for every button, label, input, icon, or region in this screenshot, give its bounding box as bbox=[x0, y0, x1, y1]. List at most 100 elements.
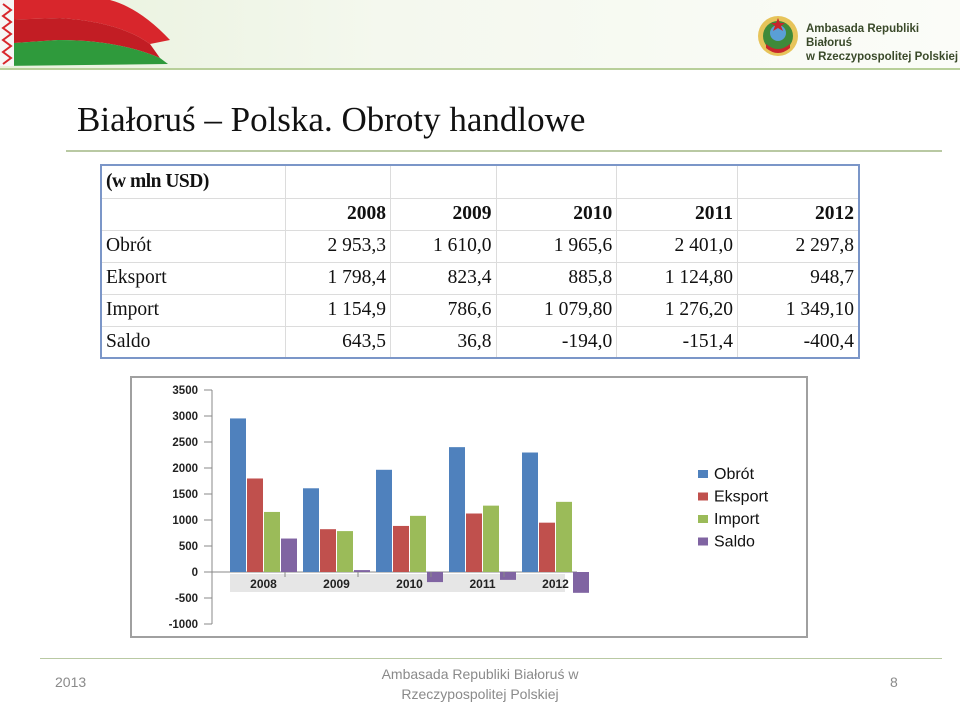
table-cell: 2 401,0 bbox=[616, 229, 738, 263]
table-row: Import 1 154,9 786,6 1 079,80 1 276,20 1… bbox=[100, 293, 860, 327]
bar-saldo bbox=[427, 572, 443, 583]
table-cell: 2 297,8 bbox=[736, 229, 860, 263]
belarus-flag-icon bbox=[0, 0, 170, 66]
bar-eksport bbox=[320, 529, 336, 572]
table-cell: 885,8 bbox=[495, 261, 618, 295]
bar-obrót bbox=[376, 469, 392, 572]
table-unit-cell: (w mln USD) bbox=[100, 164, 286, 199]
row-label: Eksport bbox=[100, 261, 286, 295]
x-tick-label: 2009 bbox=[323, 577, 350, 591]
x-tick-label: 2010 bbox=[396, 577, 423, 591]
table-cell: 1 124,80 bbox=[616, 261, 738, 295]
x-axis-band bbox=[230, 574, 565, 592]
legend-swatch bbox=[698, 492, 708, 501]
bar-obrót bbox=[230, 418, 246, 572]
embassy-name: Ambasada Republiki Białoruś w Rzeczyposp… bbox=[806, 22, 960, 64]
table-row: Obrót 2 953,3 1 610,0 1 965,6 2 401,0 2 … bbox=[100, 229, 860, 263]
x-tick-label: 2008 bbox=[250, 577, 277, 591]
trade-chart: 3500 3000 2500 2000 1500 1000 500 0 -500 -1000 200… bbox=[130, 376, 808, 638]
row-label: Saldo bbox=[100, 325, 286, 359]
y-tick-label: 1500 bbox=[172, 489, 198, 501]
y-tick-label: 2500 bbox=[172, 437, 198, 449]
y-tick-label: 500 bbox=[179, 541, 198, 553]
y-tick-label: 3500 bbox=[172, 385, 198, 397]
embassy-line-2: w Rzeczypospolitej Polskiej bbox=[806, 51, 959, 63]
legend-swatch bbox=[698, 515, 708, 523]
table-cell: 1 965,6 bbox=[495, 229, 618, 263]
footer-line-1: Ambasada Republiki Białoruś w bbox=[381, 666, 579, 682]
table-row: Saldo 643,5 36,8 -194,0 -151,4 -400,4 bbox=[100, 325, 860, 359]
table-cell: 1 610,0 bbox=[390, 229, 497, 263]
row-label: Obrót bbox=[100, 229, 286, 263]
trade-table: (w mln USD) 2008 2009 2010 2011 2012 Obr… bbox=[100, 164, 860, 359]
table-cell: 1 798,4 bbox=[284, 261, 391, 295]
year-header: 2010 bbox=[495, 197, 618, 231]
year-header: 2012 bbox=[736, 197, 860, 231]
bar-eksport bbox=[466, 513, 482, 572]
table-cell: 786,6 bbox=[390, 293, 497, 327]
legend-swatch bbox=[698, 470, 708, 478]
x-tick-label: 2012 bbox=[542, 577, 569, 591]
coat-of-arms-icon bbox=[758, 16, 798, 56]
embassy-line-1: Ambasada Republiki Białoruś bbox=[806, 23, 920, 49]
y-tick-label: -1000 bbox=[169, 619, 198, 631]
bar-obrót bbox=[303, 488, 319, 572]
page-number: 8 bbox=[890, 674, 898, 690]
footer-embassy: Ambasada Republiki Białoruś w Rzeczyposp… bbox=[330, 664, 630, 704]
header-rule bbox=[0, 68, 960, 70]
bar-import bbox=[264, 511, 280, 572]
year-header: 2011 bbox=[616, 197, 738, 231]
trade-chart-svg: 3500 3000 2500 2000 1500 1000 500 0 -500 -1000 200… bbox=[169, 385, 769, 631]
legend-label: Eksport bbox=[714, 489, 769, 506]
table-unit: (w mln USD) bbox=[106, 170, 209, 192]
y-tick-label: -500 bbox=[175, 593, 198, 605]
y-tick-label: 2000 bbox=[172, 463, 198, 475]
table-cell: -400,4 bbox=[736, 325, 860, 359]
footer-line-2: Rzeczypospolitej Polskiej bbox=[401, 686, 559, 702]
bar-obrót bbox=[449, 447, 465, 572]
year-header: 2009 bbox=[390, 197, 497, 231]
table-cell: 1 349,10 bbox=[736, 293, 860, 327]
table-cell: 823,4 bbox=[390, 261, 497, 295]
bar-eksport bbox=[393, 525, 409, 572]
table-cell: 1 154,9 bbox=[284, 293, 391, 327]
table-cell bbox=[616, 164, 738, 199]
table-cell bbox=[390, 164, 497, 199]
y-tick-label: 1000 bbox=[172, 515, 198, 527]
year-header: 2008 bbox=[284, 197, 391, 231]
table-cell: 948,7 bbox=[736, 261, 860, 295]
table-header-row: 2008 2009 2010 2011 2012 bbox=[100, 197, 860, 231]
table-cell bbox=[736, 164, 860, 199]
y-tick-label: 0 bbox=[192, 567, 198, 579]
table-cell: -151,4 bbox=[616, 325, 738, 359]
bar-eksport bbox=[247, 478, 263, 572]
bar-saldo bbox=[500, 572, 516, 580]
table-cell: 643,5 bbox=[284, 325, 391, 359]
footer-year: 2013 bbox=[55, 674, 87, 690]
bar-saldo bbox=[281, 538, 297, 572]
table-cell: 2 953,3 bbox=[284, 229, 391, 263]
row-label: Import bbox=[100, 293, 286, 327]
table-cell: 36,8 bbox=[390, 325, 497, 359]
y-tick-label: 3000 bbox=[172, 411, 198, 423]
bar-eksport bbox=[539, 522, 555, 572]
legend-label: Obrót bbox=[714, 466, 755, 483]
table-row: (w mln USD) bbox=[100, 164, 860, 199]
table-cell bbox=[100, 197, 286, 231]
bar-import bbox=[337, 531, 353, 572]
table-cell bbox=[284, 164, 391, 199]
x-tick-label: 2011 bbox=[469, 577, 495, 591]
table-cell bbox=[495, 164, 618, 199]
bar-import bbox=[556, 501, 572, 572]
legend-swatch bbox=[698, 537, 708, 546]
table-row: Eksport 1 798,4 823,4 885,8 1 124,80 948… bbox=[100, 261, 860, 295]
footer-rule bbox=[40, 658, 942, 659]
slide-title: Białoruś – Polska. Obroty handlowe bbox=[77, 100, 586, 139]
legend-label: Saldo bbox=[714, 534, 755, 551]
bar-import bbox=[483, 505, 499, 572]
bar-saldo bbox=[573, 572, 589, 593]
table-cell: -194,0 bbox=[495, 325, 618, 359]
table-cell: 1 079,80 bbox=[495, 293, 618, 327]
title-rule bbox=[66, 150, 942, 152]
bar-obrót bbox=[522, 452, 538, 572]
